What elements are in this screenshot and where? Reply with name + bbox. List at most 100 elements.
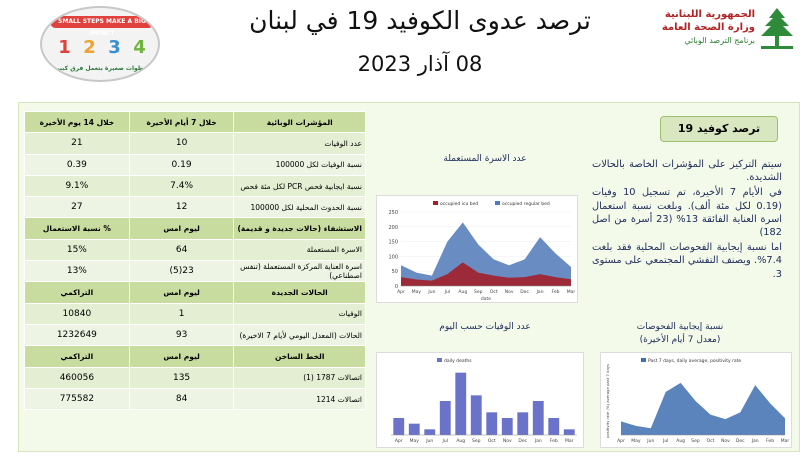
y-tick-label: 250 <box>388 210 398 216</box>
table-row: اتصالات 1214 84 775582 <box>24 387 366 411</box>
positivity-chart: Past 7 days, daily average, positivity r… <box>600 352 792 448</box>
table-header-cell: الاستشفاء (حالات جديدة و قديمة) <box>233 217 366 240</box>
ministry-line-3: برنامج الترصد الوبائي <box>684 36 755 45</box>
table-section-header-hospital: الاستشفاء (حالات جديدة و قديمة) ليوم امس… <box>24 217 366 240</box>
row-value-today: 93 <box>128 323 235 347</box>
positivity-chart-svg: Past 7 days, daily average, positivity r… <box>605 358 789 444</box>
bar <box>501 418 513 435</box>
table-header-cell: خلال 14 يوم الأخيرة <box>24 110 130 134</box>
x-tick-label: Apr <box>397 289 405 295</box>
table-row: الحالات (المعدل اليومي لأيام 7 الاخيرة) … <box>24 323 366 347</box>
row-value-today: 64 <box>128 238 235 262</box>
bar <box>455 372 467 435</box>
row-value-pct: 15% <box>24 238 130 262</box>
x-tick-label: Jun <box>646 438 654 444</box>
x-tick-label: Jan <box>536 289 544 295</box>
x-tick-label: Feb <box>552 289 560 295</box>
table-row: عدد الوفيات 10 21 <box>24 132 366 155</box>
bar <box>408 423 420 435</box>
bar <box>393 418 405 435</box>
legend-swatch <box>437 358 442 362</box>
x-tick-label: Apr <box>617 438 625 444</box>
row-value-14d: 21 <box>24 132 130 155</box>
table-header-cell: خلال 7 أيام الأخيرة <box>128 110 235 134</box>
row-value-cumulative: 10840 <box>24 302 130 325</box>
table-header-cell: ليوم امس <box>128 281 235 304</box>
table-row: الاسرة المستعملة 64 15% <box>24 238 366 262</box>
positivity-chart-subtitle: (معدل 7 أيام الأخيرة) <box>639 335 721 345</box>
row-value-14d: 0.39 <box>24 153 130 176</box>
series-area-icu <box>401 262 571 286</box>
x-tick-label: Jan <box>751 438 759 444</box>
x-tick-label: Jan <box>534 438 542 444</box>
x-tick-label: Sep <box>472 438 481 444</box>
bar <box>563 429 575 435</box>
summary-paragraph: اما نسبة إيجابية الفحوصات المحلية فقد بل… <box>592 242 782 280</box>
x-tick-label: Nov <box>505 289 514 295</box>
row-label: نسبة ايجابية فحص PCR لكل مئة فحص <box>233 174 366 198</box>
x-tick-label: Aug <box>456 438 465 444</box>
x-tick-label: Nov <box>721 438 730 444</box>
legend-label: occupied icu bed <box>440 201 478 207</box>
y-tick-label: 200 <box>388 225 398 231</box>
bar <box>470 395 482 435</box>
y-tick-label: 100 <box>388 254 398 260</box>
badge-bottom-text: خطوات صغيرة بتعمل فرق كبير <box>56 65 148 72</box>
x-tick-label: May <box>412 289 422 295</box>
x-tick-label: Sep <box>691 438 700 444</box>
table-header-cell: ليوم امس <box>128 345 235 368</box>
beds-chart-title: عدد الاسرة المستعملة <box>443 154 527 164</box>
legend-swatch <box>641 358 646 362</box>
table-row: نسبة الوفيات لكل 100000 0.19 0.39 <box>24 153 366 176</box>
row-value-today: 135 <box>128 366 235 389</box>
series-area-regular <box>401 222 571 286</box>
x-tick-label: Jun <box>425 438 433 444</box>
table-header-row: المؤشرات الوبائية خلال 7 أيام الأخيرة خل… <box>24 110 366 134</box>
badge-number-1: 1 <box>58 36 71 58</box>
table-row: الوفيات 1 10840 <box>24 302 366 325</box>
positivity-chart-title: نسبة إيجابية الفحوصات <box>636 322 724 332</box>
row-label: اتصالات 1787 (1) <box>233 366 366 389</box>
row-value-7d: 7.4% <box>128 174 235 198</box>
x-tick-label: Jul <box>442 438 448 444</box>
row-value-7d: 0.19 <box>128 153 235 176</box>
x-tick-label: Aug <box>676 438 685 444</box>
table-header-cell: الحالات الجديدة <box>233 281 366 304</box>
badge-number-4: 4 <box>133 36 146 58</box>
legend-swatch-regular <box>495 201 500 205</box>
x-tick-label: Apr <box>395 438 403 444</box>
y-tick-label: 150 <box>388 240 398 246</box>
page-title: ترصد عدوى الكوفيد 19 في لبنان <box>249 6 591 35</box>
x-tick-label: Nov <box>503 438 512 444</box>
bar <box>424 429 436 435</box>
report-date: 08 آذار 2023 <box>357 52 483 76</box>
table-header-cell: % نسبة الاستعمال <box>24 217 130 240</box>
x-tick-label: Jun <box>427 289 435 295</box>
x-tick-label: Dec <box>520 289 529 295</box>
x-tick-label: Feb <box>550 438 558 444</box>
ministry-line-1: الجمهورية اللبنانية <box>664 9 755 20</box>
row-value-cumulative: 460056 <box>24 366 130 389</box>
row-label: الوفيات <box>233 302 366 325</box>
beds-chart-svg: occupied icu bed occupied regular bed 250 2… <box>388 201 576 302</box>
bar <box>548 418 560 435</box>
cedar-logo-icon <box>755 6 799 52</box>
x-tick-label: Aug <box>458 289 467 295</box>
y-axis-label: positivity rate (%) average past 7 days <box>605 364 610 438</box>
row-label: اسرة العناية المركزة المستعملة (تنفس اصط… <box>233 260 366 283</box>
row-label: الاسرة المستعملة <box>233 238 366 262</box>
ministry-name: الجمهورية اللبنانية وزارة الصحة العامة ب… <box>615 8 755 47</box>
campaign-badge: SMALL STEPS MAKE A BIG IMPACT 1 2 3 4 خط… <box>40 6 160 82</box>
row-label: عدد الوفيات <box>233 132 366 155</box>
deaths-chart: daily deaths Apr May Jun Jul Aug Sep Oct Nov Dec J… <box>376 352 584 448</box>
indicators-table: المؤشرات الوبائية خلال 7 أيام الأخيرة خل… <box>24 110 366 411</box>
y-tick-label: 50 <box>392 269 398 275</box>
legend-label: occupied regular bed <box>502 201 550 207</box>
x-tick-label: May <box>410 438 420 444</box>
legend-swatch-icu <box>433 201 438 205</box>
row-value-pct: 13% <box>24 260 130 283</box>
x-tick-label: Jul <box>662 438 668 444</box>
x-tick-label: Mar <box>567 289 576 295</box>
row-label: الحالات (المعدل اليومي لأيام 7 الاخيرة) <box>233 323 366 347</box>
